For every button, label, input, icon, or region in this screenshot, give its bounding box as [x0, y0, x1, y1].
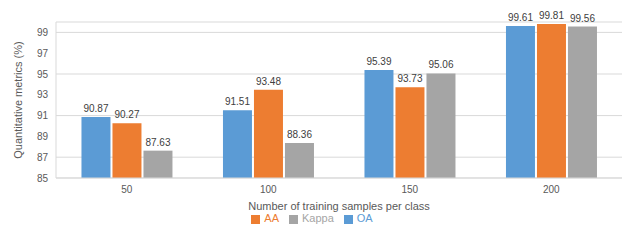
svg-text:85: 85	[37, 173, 49, 184]
svg-text:93.73: 93.73	[397, 73, 422, 84]
svg-text:88.36: 88.36	[287, 129, 312, 140]
svg-text:99.61: 99.61	[508, 12, 533, 23]
svg-text:Quantitative metrics (%): Quantitative metrics (%)	[12, 41, 24, 158]
svg-text:95.39: 95.39	[366, 56, 391, 67]
svg-text:90.27: 90.27	[114, 109, 139, 120]
svg-text:150: 150	[401, 184, 418, 195]
svg-text:99.56: 99.56	[570, 13, 595, 24]
html-text:AA: AA	[264, 212, 279, 224]
svg-text:99.81: 99.81	[539, 10, 564, 21]
html-text:OA: OA	[356, 212, 373, 224]
svg-text:87.63: 87.63	[145, 137, 170, 148]
svg-text:95: 95	[37, 69, 49, 80]
svg-text:99: 99	[37, 27, 49, 38]
svg-text:91: 91	[37, 110, 49, 121]
svg-text:95.06: 95.06	[428, 59, 453, 70]
svg-text:97: 97	[37, 48, 49, 59]
svg-text:90.87: 90.87	[83, 103, 108, 114]
svg-text:93.48: 93.48	[256, 76, 281, 87]
svg-text:91.51: 91.51	[225, 96, 250, 107]
svg-text:93: 93	[37, 89, 49, 100]
svg-text:89: 89	[37, 131, 49, 142]
svg-text:Number of training samples per: Number of training samples per class	[248, 200, 430, 212]
svg-text:200: 200	[543, 184, 560, 195]
svg-text:100: 100	[260, 184, 277, 195]
svg-text:50: 50	[121, 184, 133, 195]
html-text:Kappa: Kappa	[302, 212, 334, 224]
svg-text:87: 87	[37, 152, 49, 163]
